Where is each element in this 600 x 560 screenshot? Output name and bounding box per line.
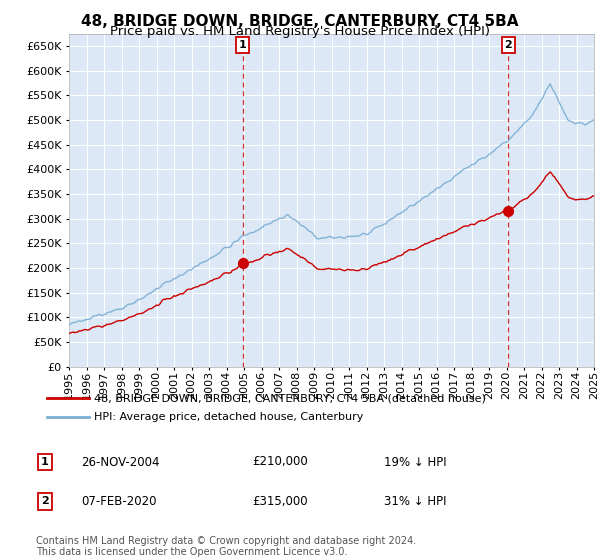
Text: 26-NOV-2004: 26-NOV-2004: [81, 455, 160, 469]
Text: Contains HM Land Registry data © Crown copyright and database right 2024.
This d: Contains HM Land Registry data © Crown c…: [36, 535, 416, 557]
Text: 48, BRIDGE DOWN, BRIDGE, CANTERBURY, CT4 5BA (detached house): 48, BRIDGE DOWN, BRIDGE, CANTERBURY, CT4…: [94, 393, 486, 403]
Text: HPI: Average price, detached house, Canterbury: HPI: Average price, detached house, Cant…: [94, 412, 364, 422]
Text: 07-FEB-2020: 07-FEB-2020: [81, 494, 157, 508]
Text: 19% ↓ HPI: 19% ↓ HPI: [384, 455, 446, 469]
Text: 31% ↓ HPI: 31% ↓ HPI: [384, 494, 446, 508]
Text: 1: 1: [41, 457, 49, 467]
Text: 2: 2: [41, 496, 49, 506]
Text: £315,000: £315,000: [252, 494, 308, 508]
Text: 1: 1: [239, 40, 247, 50]
Text: Price paid vs. HM Land Registry's House Price Index (HPI): Price paid vs. HM Land Registry's House …: [110, 25, 490, 38]
Text: 48, BRIDGE DOWN, BRIDGE, CANTERBURY, CT4 5BA: 48, BRIDGE DOWN, BRIDGE, CANTERBURY, CT4…: [81, 14, 519, 29]
Text: £210,000: £210,000: [252, 455, 308, 469]
Text: 2: 2: [505, 40, 512, 50]
